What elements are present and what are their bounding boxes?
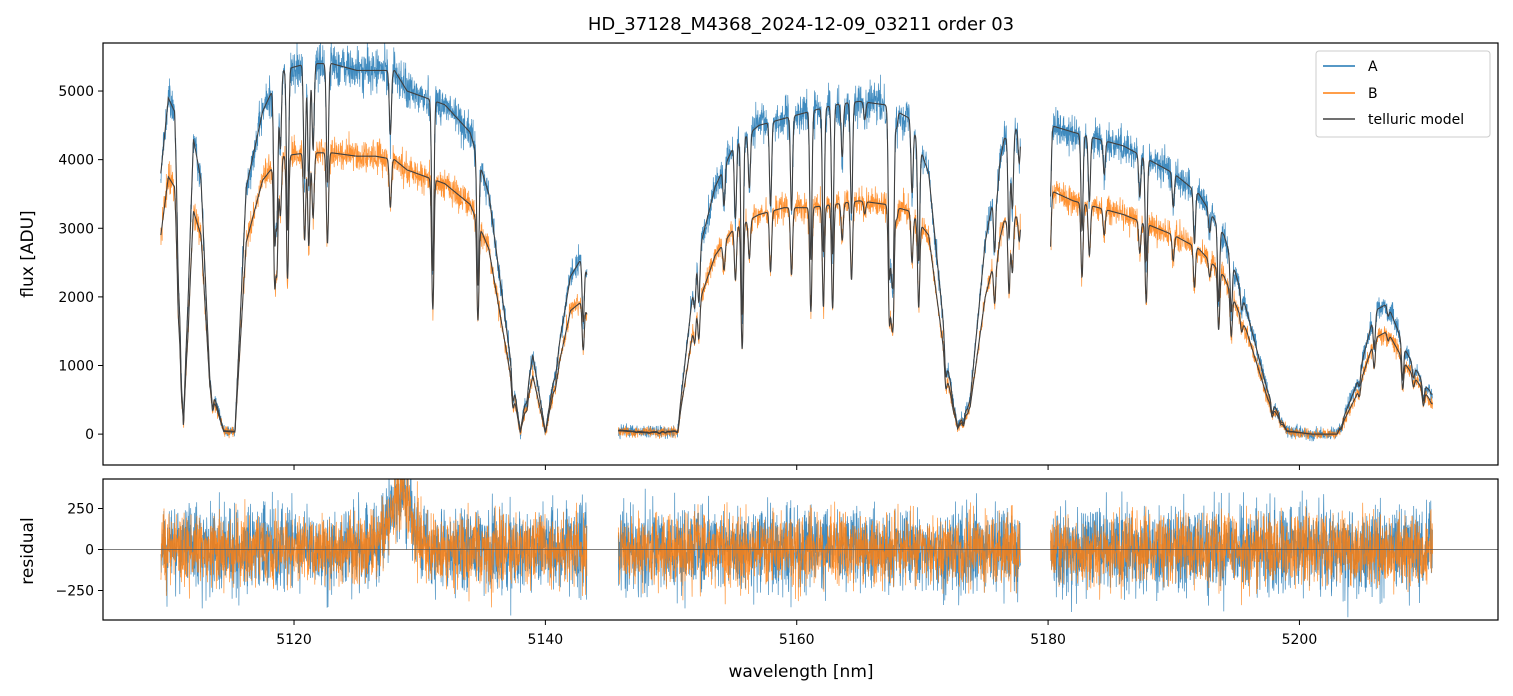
x-tick-label-5200: 5200 xyxy=(1282,632,1318,648)
x-tick-label-5120: 5120 xyxy=(276,632,312,648)
x-tick-label-5180: 5180 xyxy=(1030,632,1066,648)
flux-axes-frame xyxy=(102,42,1499,466)
residual-y-axis-label: residual xyxy=(18,517,38,584)
residual-y-ticks: −250 0 250 xyxy=(56,502,103,599)
telluric-model-a-segment-2 xyxy=(618,100,1021,434)
flux-panel: 0 1000 2000 3000 4000 5000 flux [ADU] A B tel… xyxy=(18,42,1499,470)
flux-y-tick-label-3000: 3000 xyxy=(58,221,94,237)
residual-series-a-segment-3 xyxy=(1050,490,1433,618)
plot-title: HD_37128_M4368_2024-12-09_03211 order 03 xyxy=(588,14,1014,35)
legend-box xyxy=(1315,50,1491,138)
residual-plot-area xyxy=(103,479,1498,618)
telluric-model-a-segment-1 xyxy=(160,62,588,433)
telluric-model-a-segment-3 xyxy=(1050,125,1433,435)
x-axis-label: wavelength [nm] xyxy=(728,662,873,682)
legend-label-telluric-model: telluric model xyxy=(1368,112,1464,128)
x-tick-label-5140: 5140 xyxy=(528,632,564,648)
flux-y-tick-label-0: 0 xyxy=(85,427,94,443)
legend: A B telluric model xyxy=(1315,50,1491,138)
residual-series-b-segment-3 xyxy=(1050,502,1433,606)
residual-y-tick-label-250: 250 xyxy=(67,502,94,518)
residual-y-tick-label--250: −250 xyxy=(56,583,94,599)
flux-y-ticks: 0 1000 2000 3000 4000 5000 xyxy=(58,84,103,443)
telluric-model-b-segment-1 xyxy=(160,152,588,434)
flux-y-tick-label-1000: 1000 xyxy=(58,359,94,375)
flux-plot-area xyxy=(160,43,1433,442)
flux-y-tick-label-4000: 4000 xyxy=(58,153,94,169)
telluric-model-b-segment-2 xyxy=(618,200,1021,435)
flux-y-axis-label: flux [ADU] xyxy=(18,210,38,297)
flux-series-a-segment-3 xyxy=(1050,106,1433,442)
residual-x-ticks: 5120 5140 5160 5180 5200 xyxy=(276,620,1317,648)
residual-series-b-segment-2 xyxy=(617,501,1021,605)
flux-x-ticks xyxy=(293,465,1300,470)
telluric-model-b-segment-3 xyxy=(1050,191,1433,435)
residual-y-tick-label-0: 0 xyxy=(85,543,94,559)
flux-y-tick-label-2000: 2000 xyxy=(58,290,94,306)
flux-y-tick-label-5000: 5000 xyxy=(58,84,94,100)
x-tick-label-5160: 5160 xyxy=(779,632,815,648)
residual-panel: −250 0 250 5120 5140 5160 5180 5200 residual w… xyxy=(18,478,1499,682)
legend-label-a: A xyxy=(1368,59,1378,75)
legend-label-b: B xyxy=(1368,86,1378,102)
residual-series-b-segment-1 xyxy=(160,479,588,608)
